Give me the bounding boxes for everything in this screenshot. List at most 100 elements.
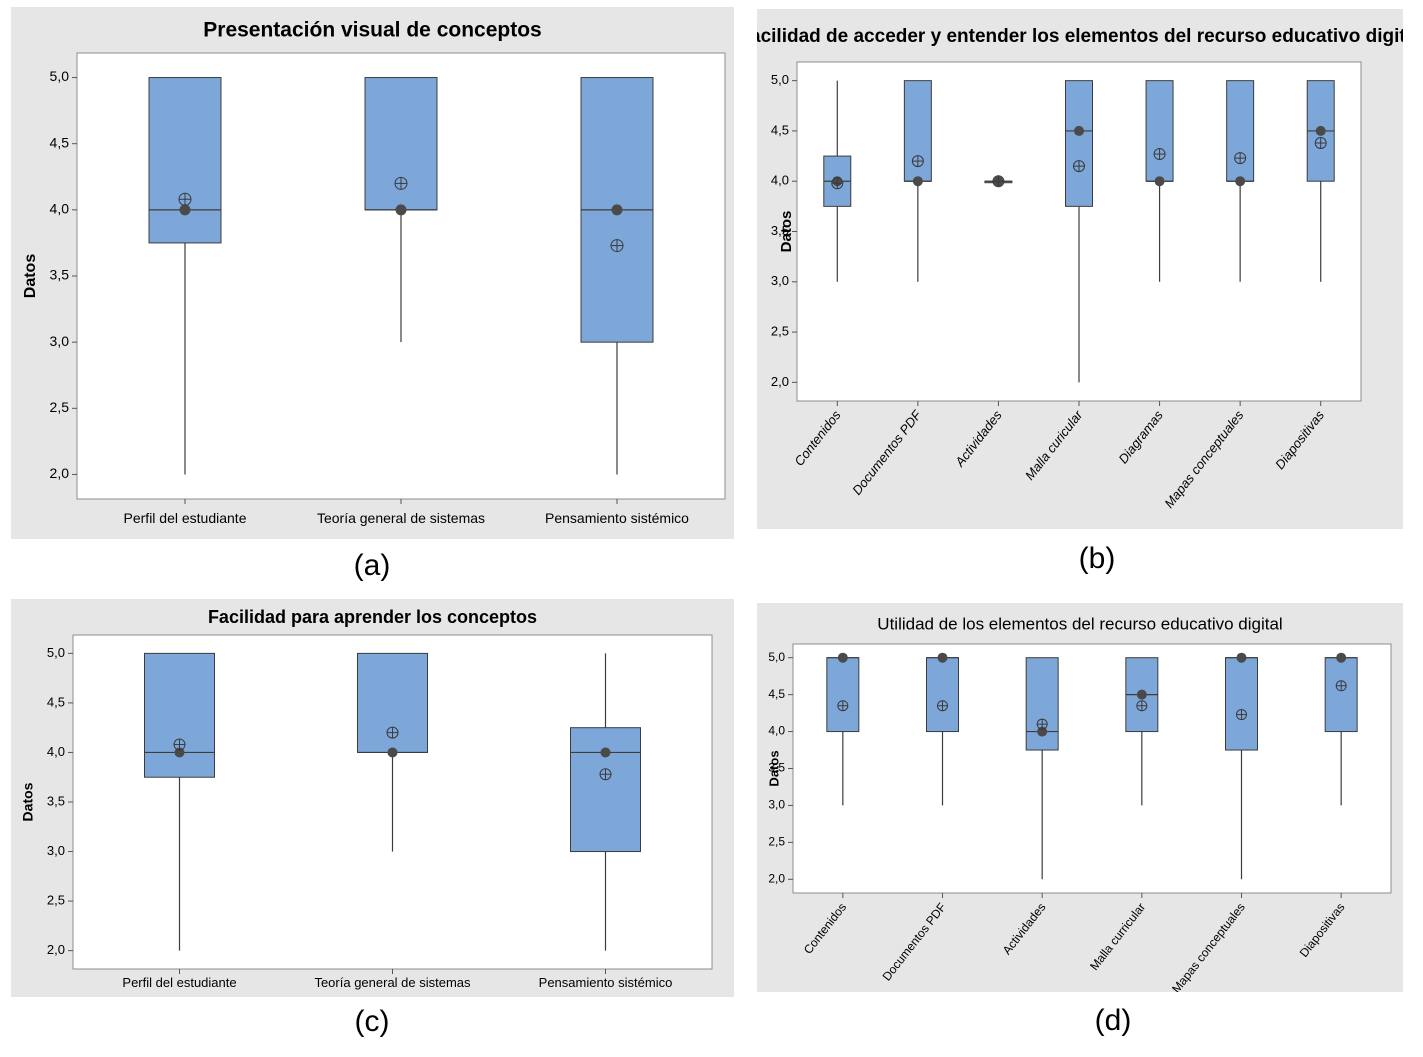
box-iqr (144, 652, 215, 778)
box-iqr (1145, 80, 1174, 182)
mean-marker (831, 177, 844, 190)
chart-svg-b: Facilidad de acceder y entender los elem… (757, 9, 1403, 529)
y-axis-label: Datos (22, 254, 39, 299)
y-tick-label: 4,5 (50, 134, 70, 150)
median-dot (1235, 176, 1246, 187)
box-iqr (826, 657, 860, 733)
median-dot (395, 204, 407, 216)
box-2 (903, 80, 932, 282)
x-category-label: Teoría general de sistemas (314, 975, 471, 990)
box-iqr (1226, 80, 1255, 182)
box-1 (148, 77, 222, 475)
median-dot (837, 652, 848, 663)
mean-marker (837, 700, 849, 712)
mean-marker (992, 175, 1005, 188)
median-dot (600, 747, 611, 758)
median-dot (937, 652, 948, 663)
chart-svg-c: Facilidad para aprender los conceptos Dat… (11, 599, 734, 997)
y-tick-label: 4,5 (771, 122, 789, 137)
chart-title: Presentación visual de conceptos (203, 19, 541, 42)
y-tick-label: 4,0 (50, 201, 70, 217)
chart-title: Facilidad para aprender los conceptos (208, 607, 537, 627)
box-3 (580, 77, 654, 475)
box-iqr (364, 77, 438, 211)
box-3 (984, 175, 1013, 188)
chart-title: Facilidad de acceder y entender los elem… (757, 26, 1403, 47)
median-dot (1154, 176, 1165, 187)
y-tick-label: 4,5 (768, 687, 785, 701)
x-category-label: Perfil del estudiante (124, 510, 247, 526)
median-dot (387, 747, 398, 758)
y-tick-label: 2,5 (47, 893, 65, 908)
mean-marker (1073, 160, 1085, 173)
y-tick-label: 4,0 (47, 744, 65, 759)
y-tick-label: 4,0 (771, 173, 789, 188)
y-tick-label: 4,0 (768, 724, 785, 738)
mean-marker (911, 155, 924, 168)
box-4 (1065, 80, 1093, 383)
median-dot (1315, 125, 1326, 136)
panel-label-b: (b) (1078, 542, 1116, 575)
y-tick-label: 3,0 (771, 273, 789, 288)
mean-marker (173, 738, 186, 751)
y-tick-label: 2,5 (50, 399, 70, 415)
panel-label-a: (a) (353, 549, 391, 582)
mean-marker (178, 192, 192, 206)
x-category-label: Pensamiento sistémico (539, 975, 673, 990)
box-iqr (1065, 80, 1093, 207)
box-iqr (570, 727, 641, 853)
y-tick-label: 3,5 (771, 223, 789, 238)
box-iqr (1324, 657, 1358, 733)
y-tick-label: 3,5 (47, 793, 65, 808)
box-1 (823, 80, 852, 282)
box-5 (1145, 80, 1174, 282)
x-category-label: Teoría general de sistemas (317, 510, 485, 526)
median-dot (1074, 125, 1084, 136)
panel-label-d: (d) (1094, 1004, 1132, 1037)
mean-marker (394, 176, 408, 190)
y-tick-label: 5,0 (50, 68, 70, 84)
plot-area (792, 643, 1392, 894)
y-tick-label: 3,0 (47, 843, 65, 858)
box-3 (570, 653, 641, 951)
median-dot (611, 204, 623, 216)
y-tick-label: 2,0 (768, 871, 785, 885)
chart-panel-b: Facilidad de acceder y entender los elem… (757, 9, 1403, 529)
chart-panel-c: Facilidad para aprender los conceptos Dat… (11, 599, 734, 997)
x-category-label: Perfil del estudiante (122, 975, 236, 990)
y-axis-label: Datos (766, 750, 781, 786)
box-iqr (1225, 657, 1258, 751)
chart-title: Utilidad de los elementos del recurso ed… (877, 614, 1282, 633)
mean-marker (1236, 709, 1247, 721)
y-tick-label: 2,0 (47, 942, 65, 957)
chart-svg-d: Utilidad de los elementos del recurso ed… (757, 603, 1403, 992)
y-tick-label: 4,5 (47, 694, 65, 709)
median-dot (179, 204, 191, 216)
median-dot (1236, 652, 1247, 663)
y-tick-label: 2,0 (50, 465, 70, 481)
y-axis-label: Datos (778, 211, 795, 253)
y-tick-label: 3,5 (50, 267, 70, 283)
y-tick-label: 2,5 (768, 835, 785, 849)
box-iqr (926, 657, 959, 733)
y-axis-label: Datos (20, 782, 36, 821)
box-1 (144, 652, 215, 951)
box-3 (1025, 657, 1059, 880)
y-tick-label: 5,0 (768, 650, 785, 664)
panel-label-c: (c) (354, 1005, 390, 1038)
mean-marker (1314, 136, 1327, 149)
mean-marker (1036, 718, 1048, 730)
mean-marker (1153, 148, 1166, 161)
mean-marker (386, 726, 399, 739)
box-2 (364, 77, 438, 343)
y-tick-label: 5,0 (771, 72, 789, 87)
mean-marker (1234, 152, 1247, 165)
box-2 (357, 652, 428, 852)
median-dot (1136, 689, 1147, 700)
y-tick-label: 3,5 (768, 761, 785, 775)
chart-svg-a: Presentación visual de conceptos Datos 2,0… (11, 7, 734, 539)
mean-marker (599, 768, 612, 781)
chart-panel-d: Utilidad de los elementos del recurso ed… (757, 603, 1403, 992)
box-5 (1225, 652, 1258, 880)
y-tick-label: 2,5 (771, 324, 789, 339)
